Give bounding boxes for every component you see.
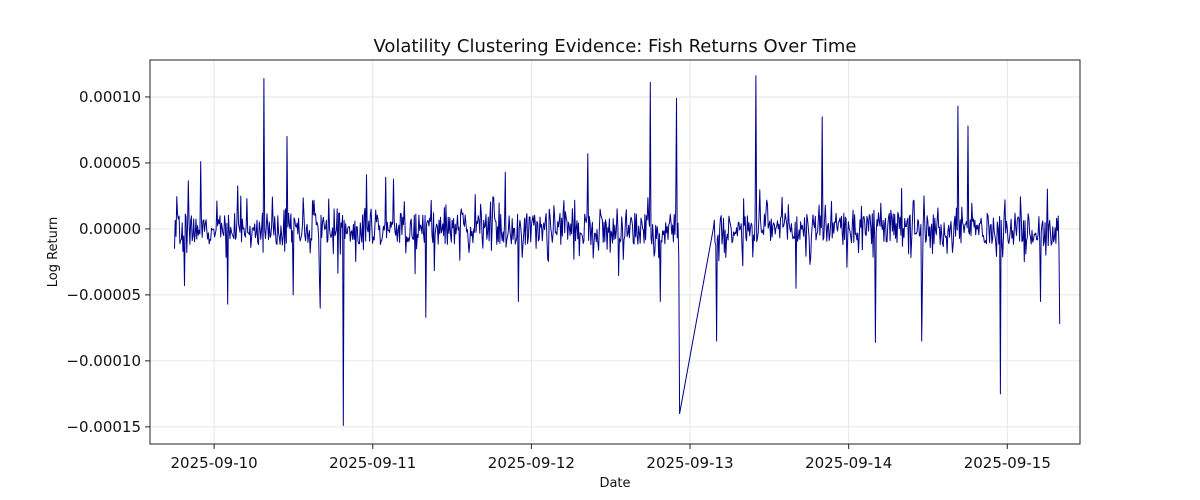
y-tick-label: 0.00000	[79, 220, 141, 238]
x-tick-label: 2025-09-13	[646, 454, 733, 472]
grid	[150, 60, 1080, 444]
x-axis-label: Date	[599, 476, 630, 491]
x-tick-label: 2025-09-15	[964, 454, 1051, 472]
x-tick-label: 2025-09-10	[171, 454, 258, 472]
y-tick-label: 0.00010	[79, 88, 141, 106]
series-line-layer	[174, 75, 1061, 426]
y-tick-label: −0.00010	[66, 352, 141, 370]
x-tick-label: 2025-09-11	[329, 454, 416, 472]
y-tick-label: −0.00015	[66, 418, 141, 436]
series-line	[174, 75, 1061, 426]
chart-title: Volatility Clustering Evidence: Fish Ret…	[373, 36, 856, 57]
axis-ticks: 2025-09-10 2025-09-11 2025-09-12 2025-09-13…	[66, 88, 1050, 472]
y-tick-label: 0.00005	[79, 154, 141, 172]
plot-frame	[149, 59, 1081, 445]
x-tick-label: 2025-09-12	[488, 454, 575, 472]
y-tick-label: −0.00005	[66, 286, 141, 304]
y-axis-label: Log Return	[46, 217, 61, 288]
x-tick-label: 2025-09-14	[805, 454, 892, 472]
